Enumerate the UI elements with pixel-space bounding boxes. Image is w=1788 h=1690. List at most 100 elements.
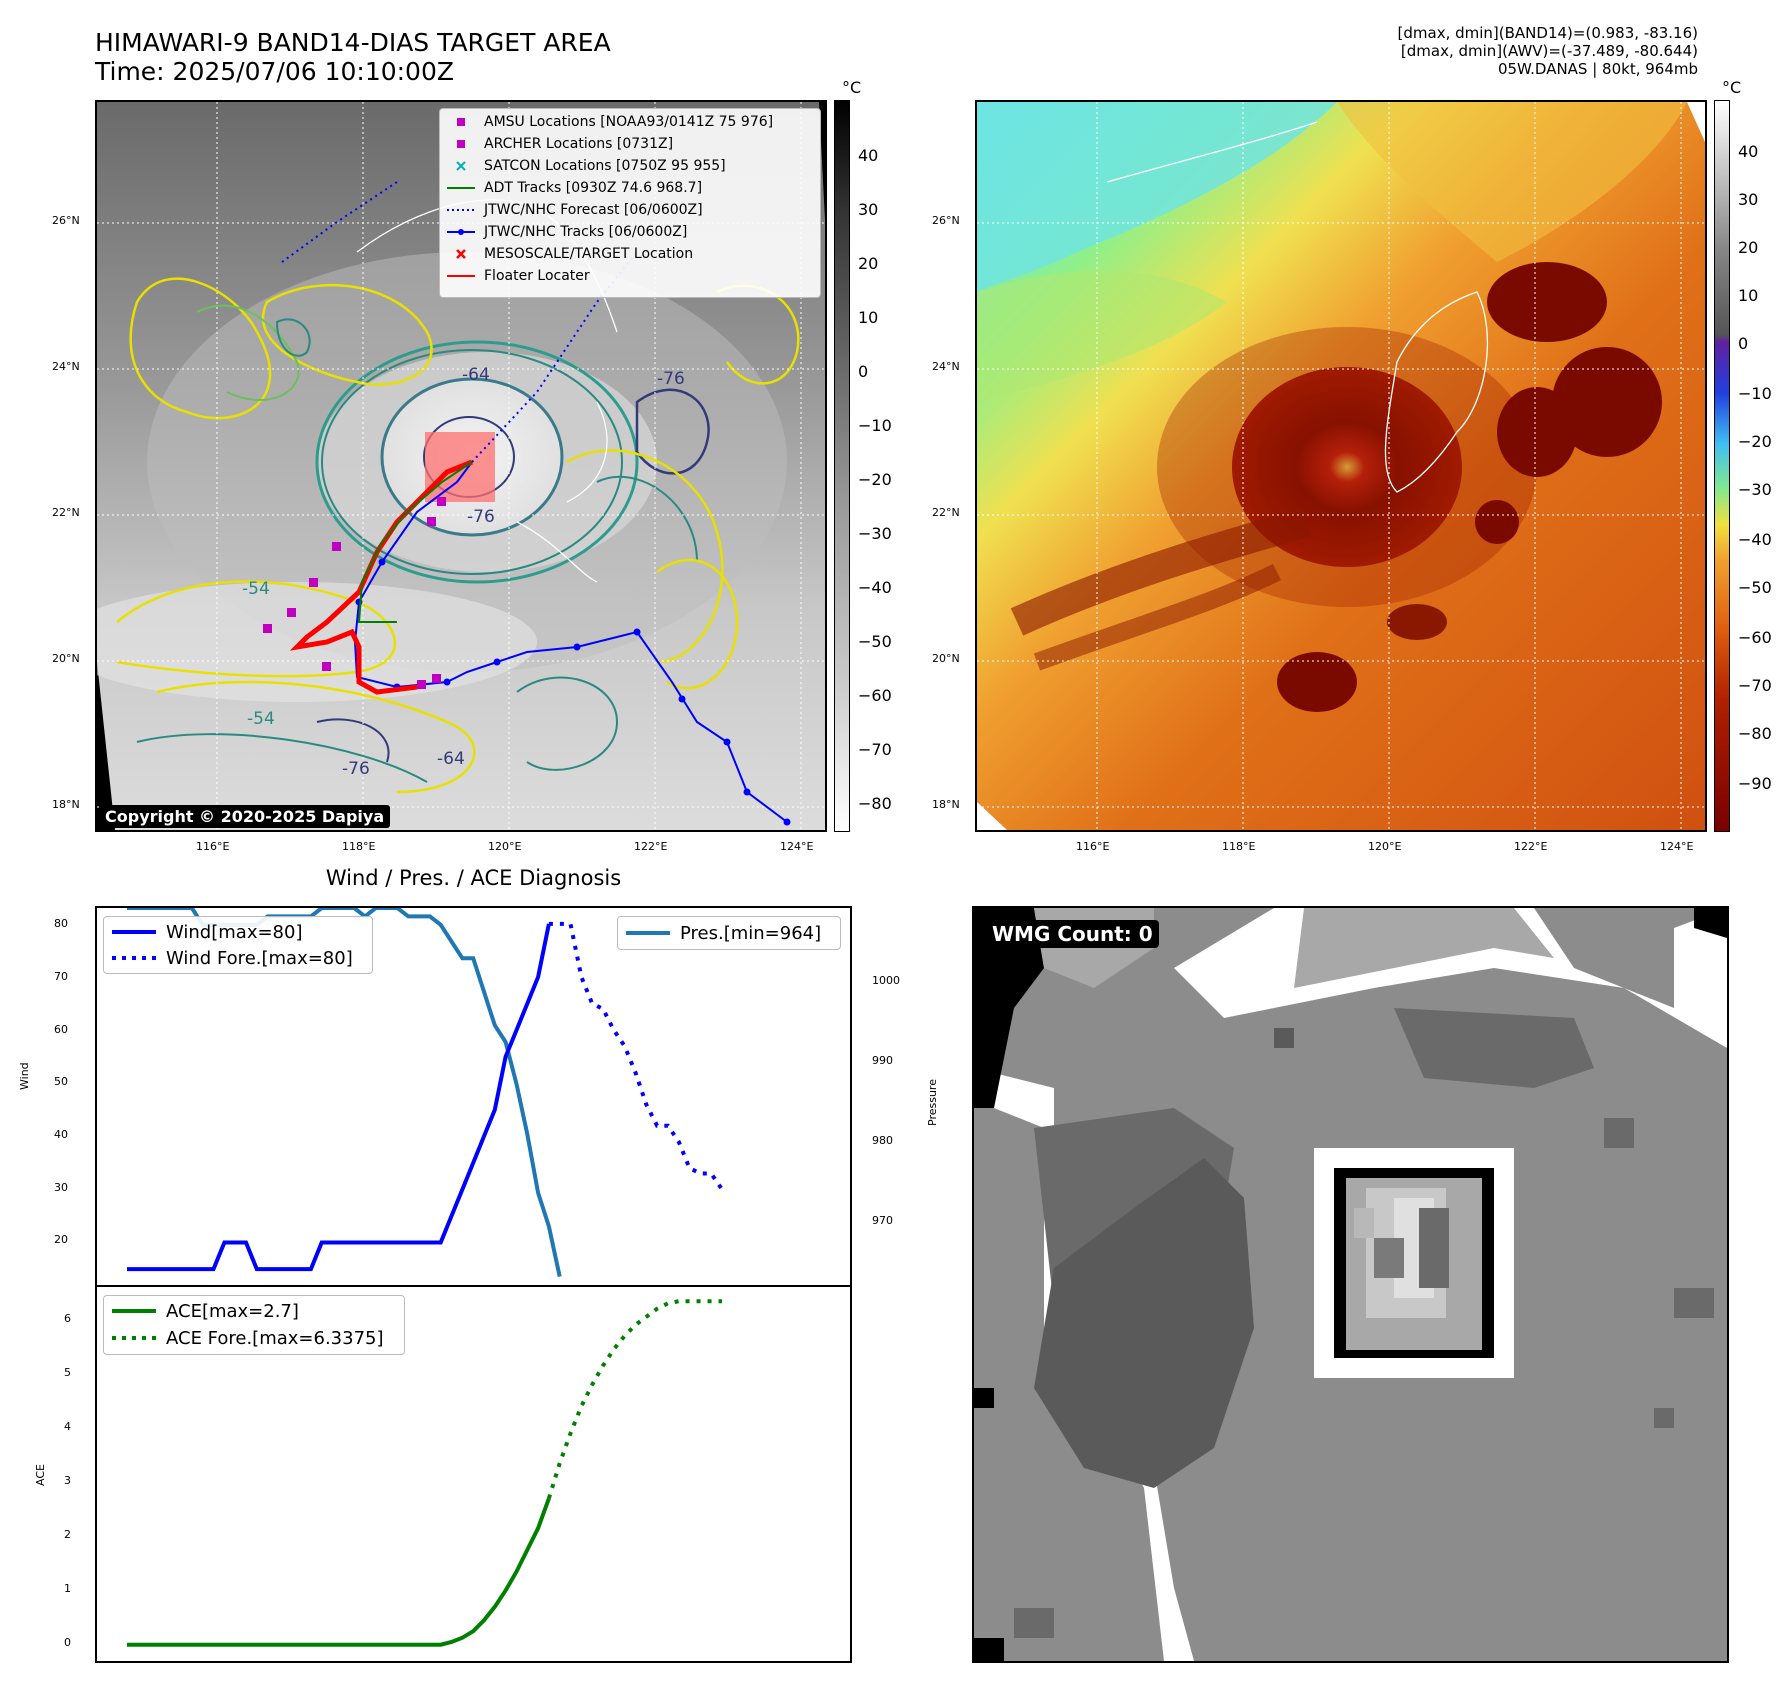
ace-tick: 3: [64, 1474, 71, 1487]
contour-label: -76: [342, 759, 370, 779]
ace-tick: 5: [64, 1366, 71, 1379]
contour-label: -76: [657, 369, 685, 389]
ace-series-line: [127, 1497, 551, 1647]
wind-series-line: [127, 923, 551, 1272]
lat-label: 20°N: [52, 652, 80, 665]
colorbar-right-unit: °C: [1722, 78, 1742, 97]
pres-tick: 970: [872, 1214, 893, 1227]
cb-tick: −50: [858, 632, 892, 651]
lat-label: 22°N: [52, 506, 80, 519]
cb-tick: 40: [1738, 142, 1759, 161]
enhanced-ir-panel: [975, 100, 1707, 832]
pres-tick: 990: [872, 1054, 893, 1067]
ace-tick: 1: [64, 1582, 71, 1595]
diag-title: Wind / Pres. / ACE Diagnosis: [325, 866, 622, 890]
ace-tick: 0: [64, 1636, 71, 1649]
legend-pressure: Pres.[min=964]: [626, 922, 822, 944]
wind-legend: Wind[max=80] Wind Fore.[max=80]: [103, 916, 373, 974]
cb-tick: −10: [1738, 384, 1772, 403]
cb-tick: −80: [858, 794, 892, 813]
wind-tick: 80: [54, 917, 68, 930]
cb-tick: −50: [1738, 578, 1772, 597]
legend-item-floater: Floater Locater: [447, 268, 590, 284]
colorbar-left-unit: °C: [842, 78, 862, 97]
lon-label: 118°E: [342, 840, 376, 853]
copyright-badge: Copyright © 2020-2025 Dapiya: [99, 805, 391, 828]
cb-tick: 30: [858, 200, 879, 219]
ace-tick: 6: [64, 1312, 71, 1325]
lon-label: 118°E: [1222, 840, 1256, 853]
legend-item-mesoscale: MESOSCALE/TARGET Location: [446, 243, 693, 265]
lon-label: 120°E: [1368, 840, 1402, 853]
ace-forecast-series-line: [546, 1299, 722, 1499]
lon-label: 122°E: [634, 840, 668, 853]
lat-label: 20°N: [932, 652, 960, 665]
lon-label: 116°E: [1076, 840, 1110, 853]
cb-tick: 30: [1738, 190, 1759, 209]
pressure-axis-label: Pressure: [926, 1079, 939, 1126]
wind-tick: 60: [54, 1023, 68, 1036]
lon-label: 116°E: [196, 840, 230, 853]
lon-label: 120°E: [488, 840, 522, 853]
cb-tick: 10: [1738, 286, 1759, 305]
lat-label: 24°N: [52, 360, 80, 373]
cb-tick: −70: [1738, 676, 1772, 695]
wmg-count-badge: WMG Count: 0: [986, 920, 1159, 948]
legend-item-tracks: JTWC/NHC Tracks [06/0600Z]: [446, 221, 687, 243]
wmg-panel: WMG Count: 0: [972, 906, 1729, 1663]
main-title: HIMAWARI-9 BAND14-DIAS TARGET AREA Time:…: [95, 28, 611, 86]
cb-tick: −60: [1738, 628, 1772, 647]
ace-panel: ACE[max=2.7] ACE Fore.[max=6.3375]: [95, 1285, 852, 1663]
map-legend: AMSU Locations [NOAA93/0141Z 75 976] ARC…: [439, 108, 821, 298]
cb-tick: −70: [858, 740, 892, 759]
cb-tick: 20: [1738, 238, 1759, 257]
enhanced-ir-map: [977, 102, 1705, 830]
title-line-1: HIMAWARI-9 BAND14-DIAS TARGET AREA: [95, 28, 611, 57]
legend-wind-forecast: Wind Fore.[max=80]: [112, 947, 353, 969]
cb-tick: 10: [858, 308, 879, 327]
info-band14: [dmax, dmin](BAND14)=(0.983, -83.16): [1397, 24, 1698, 42]
wind-axis-label: Wind: [18, 1062, 31, 1090]
cb-tick: 40: [858, 146, 879, 165]
cb-tick: −10: [858, 416, 892, 435]
pres-tick: 980: [872, 1134, 893, 1147]
pres-tick: 1000: [872, 974, 900, 987]
cb-tick: −60: [858, 686, 892, 705]
colorbar-right: [1714, 100, 1730, 832]
ir-map-panel: -64 -76 -76 -54 -64 -76 -54 AMSU Locatio…: [95, 100, 827, 832]
cb-tick: −80: [1738, 724, 1772, 743]
legend-ace-forecast: ACE Fore.[max=6.3375]: [112, 1327, 384, 1349]
cb-tick: 20: [858, 254, 879, 273]
legend-item-satcon: SATCON Locations [0750Z 95 955]: [446, 155, 726, 177]
ace-tick: 4: [64, 1420, 71, 1433]
lon-label: 124°E: [780, 840, 814, 853]
cb-tick: −30: [858, 524, 892, 543]
lon-label: 124°E: [1660, 840, 1694, 853]
ace-legend: ACE[max=2.7] ACE Fore.[max=6.3375]: [103, 1295, 405, 1355]
wind-tick: 70: [54, 970, 68, 983]
wmg-image: [974, 908, 1727, 1661]
info-storm: 05W.DANAS | 80kt, 964mb: [1497, 60, 1698, 78]
lat-label: 24°N: [932, 360, 960, 373]
cb-tick: −40: [1738, 530, 1772, 549]
lat-label: 18°N: [932, 798, 960, 811]
legend-item-forecast: JTWC/NHC Forecast [06/0600Z]: [447, 202, 703, 218]
wind-tick: 40: [54, 1128, 68, 1141]
contour-label: -64: [462, 365, 490, 385]
cb-tick: −40: [858, 578, 892, 597]
storm-info: [dmax, dmin](BAND14)=(0.983, -83.16) [dm…: [1398, 24, 1698, 78]
lat-label: 18°N: [52, 798, 80, 811]
contour-label: -54: [242, 579, 270, 599]
cb-tick: −30: [1738, 480, 1772, 499]
colorbar-left: [834, 100, 850, 832]
lat-label: 22°N: [932, 506, 960, 519]
lat-label: 26°N: [932, 214, 960, 227]
legend-item-archer: ARCHER Locations [0731Z]: [446, 133, 673, 155]
lat-label: 26°N: [52, 214, 80, 227]
ace-tick: 2: [64, 1528, 71, 1541]
cb-tick: −90: [1738, 774, 1772, 793]
lon-label: 122°E: [1514, 840, 1548, 853]
contour-label: -54: [247, 709, 275, 729]
legend-item-amsu: AMSU Locations [NOAA93/0141Z 75 976]: [446, 111, 773, 133]
cb-tick: −20: [1738, 432, 1772, 451]
